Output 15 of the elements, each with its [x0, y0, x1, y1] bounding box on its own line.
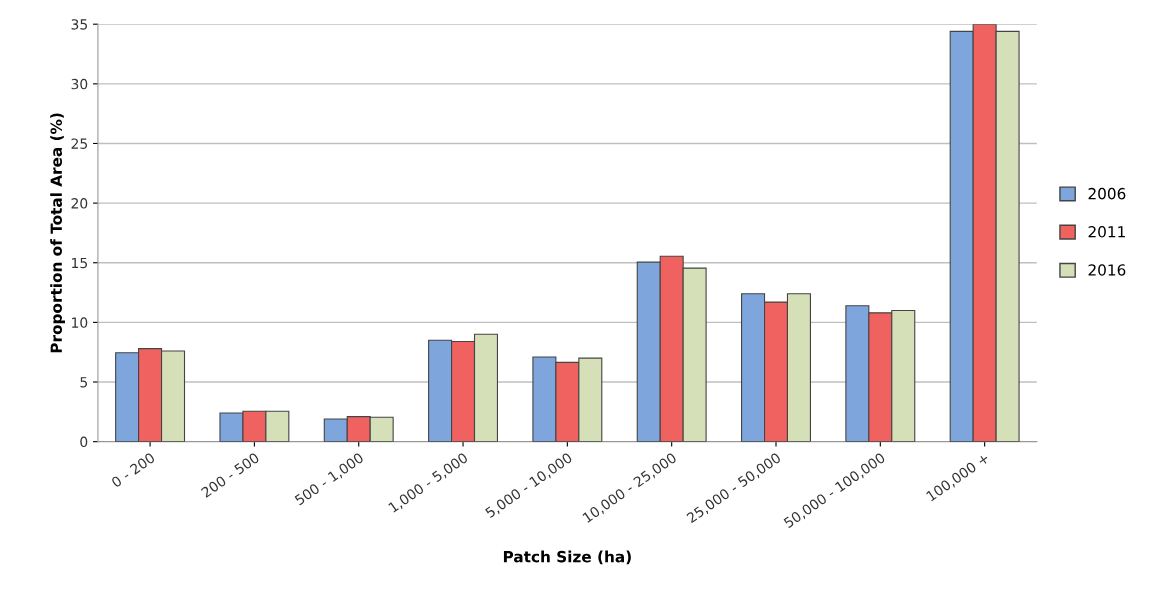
y-tick-label: 0 — [80, 436, 88, 448]
legend-label: 2016 — [1088, 264, 1126, 276]
y-axis-title: Proportion of Total Area (%) — [50, 113, 65, 353]
y-tick-label: 10 — [72, 317, 88, 328]
y-tick-label: 30 — [71, 78, 88, 90]
legend-label: 2011 — [1088, 226, 1125, 238]
x-tick-label: 200 - 500 — [200, 452, 260, 498]
y-tick-label: 5 — [80, 377, 87, 388]
x-tick-label: 0 - 200 — [110, 452, 156, 488]
x-axis-title: Patch Size (ha) — [503, 550, 631, 565]
y-tick-label: 20 — [71, 198, 88, 209]
legend-label: 2006 — [1088, 187, 1126, 200]
y-tick-label: 25 — [71, 138, 87, 149]
y-tick-label: 35 — [71, 19, 87, 30]
y-tick-label: 15 — [72, 257, 87, 269]
